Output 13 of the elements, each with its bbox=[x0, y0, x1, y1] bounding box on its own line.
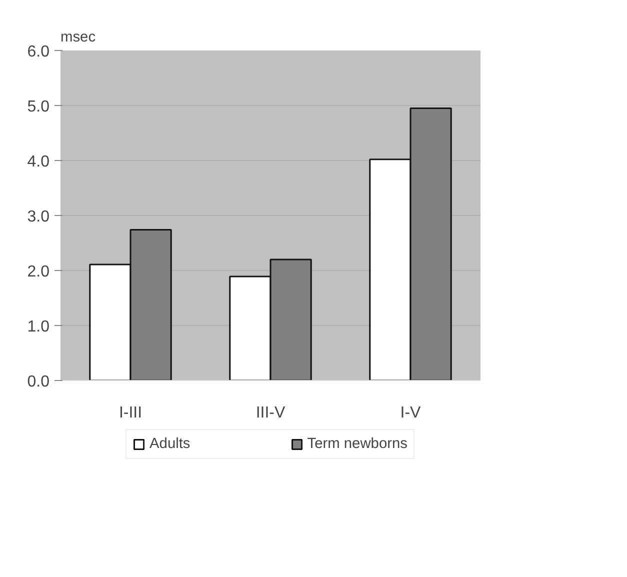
y-tick-label: 1.0 bbox=[27, 318, 50, 336]
x-tick-label: I-III bbox=[118, 404, 142, 422]
legend-label: Adults bbox=[150, 436, 190, 452]
y-tick-label: 0.0 bbox=[27, 374, 50, 390]
x-tick-label: III-V bbox=[256, 404, 286, 422]
y-tick-label: 4.0 bbox=[27, 154, 50, 170]
legend-label: Term newborns bbox=[307, 436, 408, 452]
y-axis-title: msec bbox=[60, 30, 96, 46]
y-tick-label: 5.0 bbox=[27, 98, 50, 116]
y-tick-label: 6.0 bbox=[27, 44, 50, 60]
y-tick-label: 2.0 bbox=[27, 264, 50, 280]
x-tick-label: I-V bbox=[400, 404, 422, 422]
y-tick-label: 3.0 bbox=[27, 208, 50, 226]
